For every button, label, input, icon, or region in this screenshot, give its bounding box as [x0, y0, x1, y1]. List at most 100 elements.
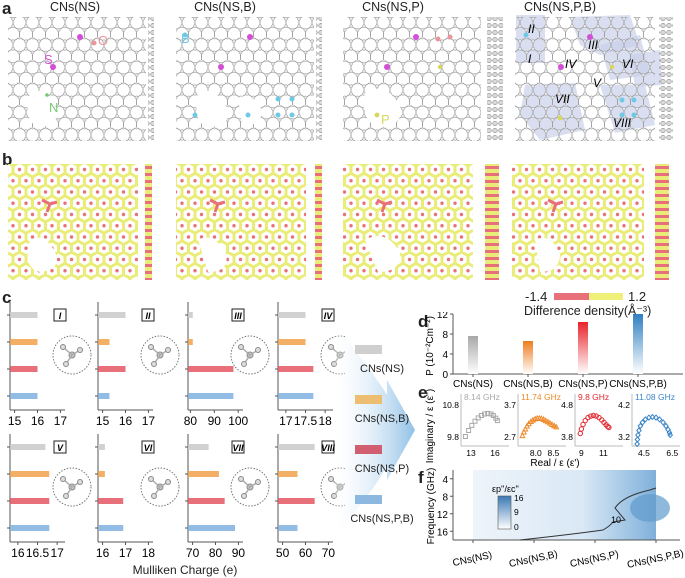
x-tick-label: CNs(NS,P) — [558, 379, 607, 390]
bar-CNs(NS,B) — [188, 471, 219, 477]
region-label-vii: VII — [555, 92, 570, 106]
legend-swatch — [355, 495, 382, 504]
data-point — [553, 423, 560, 430]
side-view — [659, 17, 673, 141]
panel-label-e: e — [418, 383, 428, 402]
contour-label: 10 — [611, 515, 621, 525]
phosphorus-atom — [374, 112, 380, 118]
data-point — [582, 417, 588, 424]
bar-CNs(NS) — [188, 312, 193, 318]
data-point — [653, 414, 659, 421]
data-point — [635, 431, 641, 439]
bar-CNs(NS,P,B) — [633, 314, 643, 374]
frequency-annotation: 9.8 GHz — [578, 392, 609, 402]
boron-atom — [245, 112, 251, 118]
x-tick-label: 8.0 — [530, 448, 542, 458]
y-tick-label: 4.2 — [618, 400, 630, 410]
bar-CNs(NS,P) — [278, 498, 315, 504]
x-tick-label: 16 — [96, 546, 110, 560]
contour-line — [519, 487, 657, 541]
bar-CNs(NS,P,B) — [278, 525, 298, 531]
atom — [60, 344, 66, 350]
atom — [148, 344, 154, 350]
y-tick-label: 9.8 — [447, 432, 459, 442]
y-tick-label: 16 — [437, 527, 449, 538]
bar-CNs(NS,P) — [10, 366, 38, 372]
panel-d-polarization-chart: 0 4 8 12P (10⁻²Cm⁻²) CNs(NS) CNs(NS,B) CNs(NS,… — [425, 312, 683, 390]
sulfur-atom — [50, 64, 56, 70]
bar-CNs(NS,B) — [98, 471, 105, 477]
oxygen-atom — [91, 40, 97, 46]
panel-a-title-nsp: CNs(NS,P) — [362, 0, 424, 14]
x-tick-label: 70 — [322, 546, 336, 560]
density-map-nspb — [512, 164, 669, 280]
region-box — [53, 308, 67, 322]
data-point — [649, 413, 656, 421]
vacancy — [196, 90, 228, 127]
x-tick-label: 100 — [228, 414, 248, 428]
colorbar-title: Difference density(Å⁻³) — [524, 304, 652, 318]
x-tick-label: CNs(NS,P,B) — [626, 548, 685, 571]
x-tick-label: 15 — [8, 414, 22, 428]
atom — [77, 479, 83, 485]
x-tick-label: 70 — [186, 546, 200, 560]
atom — [328, 476, 334, 482]
region-label: VIII — [321, 443, 335, 453]
legend-arrow — [335, 325, 415, 535]
data-point — [485, 410, 491, 416]
bar-CNs(NS,P,B) — [98, 525, 124, 531]
atom — [60, 476, 66, 482]
molecule-inset — [230, 467, 270, 507]
atom — [151, 493, 157, 499]
colorbar-negative — [554, 293, 589, 300]
data-point — [667, 431, 674, 439]
bar-CNs(NS,P) — [98, 366, 126, 372]
atom — [255, 479, 261, 485]
panel-a-title-nspb: CNs(NS,P,B) — [523, 0, 596, 14]
cole-cole-CNs(NS,P,B): 4.2 3.2 11.08 GHz 4.5 6.5 — [618, 392, 680, 458]
atom-label-b: B — [181, 31, 190, 46]
data-point — [578, 426, 585, 432]
molecule-inset — [52, 335, 92, 375]
y-tick-label: 3.8 — [561, 432, 573, 442]
density-map-nsp — [343, 164, 499, 280]
bar-CNs(NS) — [468, 336, 478, 374]
legend-swatch — [355, 445, 382, 454]
colorbar-title: εp''/εc'' — [492, 484, 519, 494]
nitrogen-atom — [45, 93, 49, 97]
side-view — [316, 17, 322, 141]
data-point — [577, 430, 584, 437]
colorbar-positive — [589, 293, 623, 300]
phosphorus-atom — [437, 64, 443, 70]
x-axis-label: Real / ε (ε') — [530, 458, 579, 468]
atom — [165, 347, 171, 353]
panel-label-a: a — [2, 0, 12, 18]
x-tick-label: 16 — [119, 414, 133, 428]
atom — [255, 347, 261, 353]
panel-b-density-maps — [8, 164, 669, 280]
region-box — [53, 440, 67, 454]
colorbar — [497, 495, 512, 530]
colorbar-tick: 0 — [514, 522, 519, 532]
boron-atom — [631, 97, 637, 103]
mulliken-subplot-V: 16 16.5 17 V — [7, 434, 92, 560]
vacancy — [27, 90, 57, 127]
region-label-viii: VIII — [613, 116, 632, 130]
y-tick-label: 8 — [442, 492, 448, 503]
data-point — [636, 427, 642, 434]
bar-CNs(NS,P,B) — [188, 393, 234, 399]
x-tick-label: 8.5 — [548, 448, 560, 458]
region-label: VI — [144, 443, 153, 453]
x-tick-label: 11 — [599, 448, 608, 458]
data-point — [494, 418, 500, 424]
x-tick-label: 16 — [490, 448, 500, 458]
cole-cole-CNs(NS,P): 4.8 3.8 9.8 GHz 9 11 — [561, 392, 623, 458]
heatmap-hotspot — [630, 494, 670, 522]
bar-CNs(NS,P,B) — [10, 525, 50, 531]
lattice-nspb — [515, 17, 655, 141]
data-point — [546, 419, 554, 426]
atom — [148, 476, 154, 482]
bar-CNs(NS) — [10, 444, 46, 450]
mulliken-subplot-III: 80 90 100 III — [184, 302, 270, 428]
